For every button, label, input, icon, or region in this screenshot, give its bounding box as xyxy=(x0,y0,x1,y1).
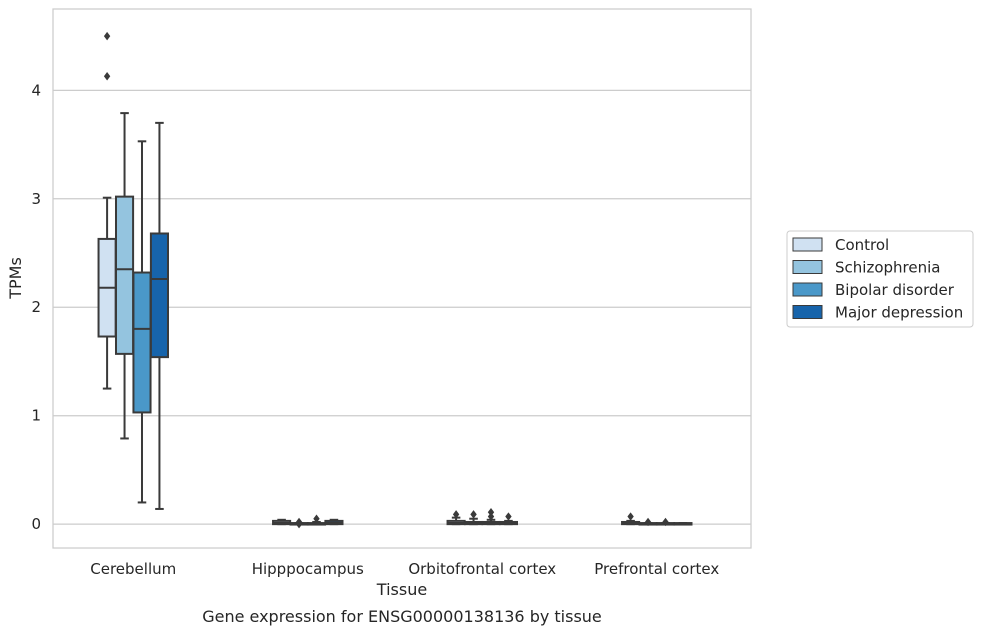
box-control-1 xyxy=(272,518,292,526)
outlier-point xyxy=(103,72,111,81)
outlier-point xyxy=(470,510,477,519)
box-body xyxy=(114,195,135,355)
box-series xyxy=(97,31,693,529)
y-tick-label: 3 xyxy=(31,190,41,208)
box-bipolar-disorder-0 xyxy=(132,140,152,504)
box-control-2 xyxy=(446,510,466,526)
box-schizophrenia-1 xyxy=(289,517,309,529)
legend-label: Major depression xyxy=(835,304,963,322)
legend-swatch xyxy=(792,260,823,274)
box-major-depression-0 xyxy=(149,121,169,510)
box-bipolar-disorder-2 xyxy=(481,508,501,526)
outlier-point xyxy=(644,517,652,527)
outlier-point xyxy=(103,31,111,41)
box-control-3 xyxy=(621,512,641,526)
box-control-0 xyxy=(97,31,117,390)
box-bipolar-disorder-1 xyxy=(306,514,327,526)
outlier-point xyxy=(487,512,495,521)
x-tick-label: Prefrontal cortex xyxy=(594,560,719,578)
x-axis-label: Tissue xyxy=(376,580,427,599)
y-axis-label: TPMs xyxy=(6,257,25,300)
legend-label: Schizophrenia xyxy=(835,259,940,277)
box-major-depression-3 xyxy=(673,522,693,526)
x-tick-label: Orbitofrontal cortex xyxy=(408,560,556,578)
legend-swatch xyxy=(792,282,823,297)
box-major-depression-1 xyxy=(324,518,344,526)
outlier-point xyxy=(627,512,634,521)
outlier-point xyxy=(295,519,303,529)
y-tick-label: 0 xyxy=(31,515,41,533)
legend-label: Control xyxy=(835,236,889,254)
box-body xyxy=(132,271,152,414)
x-tick-label: Cerebellum xyxy=(90,560,176,578)
x-tick-label: Hipppocampus xyxy=(252,560,364,578)
box-schizophrenia-3 xyxy=(638,517,658,527)
y-axis-ticks: 0 1 2 3 4 xyxy=(31,81,41,533)
outlier-point xyxy=(313,514,320,523)
legend-label: Bipolar disorder xyxy=(835,281,955,299)
x-axis-ticks: Cerebellum Hipppocampus Orbitofrontal cort… xyxy=(90,560,719,578)
box-bipolar-disorder-3 xyxy=(655,517,676,527)
legend: Control Schizophrenia Bipolar disorder Majo… xyxy=(786,230,974,328)
outlier-point xyxy=(505,512,512,521)
chart-caption: Gene expression for ENSG00000138136 by t… xyxy=(202,607,602,626)
plot-area-frame xyxy=(52,8,752,549)
y-tick-label: 1 xyxy=(31,407,41,425)
legend-swatch xyxy=(792,305,823,319)
box-schizophrenia-2 xyxy=(463,510,484,526)
y-tick-label: 4 xyxy=(31,81,41,99)
outlier-point xyxy=(662,517,669,527)
box-schizophrenia-0 xyxy=(114,112,135,440)
outlier-point xyxy=(452,510,460,519)
y-tick-label: 2 xyxy=(31,298,41,316)
box-major-depression-2 xyxy=(498,512,518,526)
legend-swatch xyxy=(792,237,823,252)
outlier-point xyxy=(487,508,495,517)
box-body xyxy=(149,232,169,359)
legend-frame xyxy=(786,230,974,328)
